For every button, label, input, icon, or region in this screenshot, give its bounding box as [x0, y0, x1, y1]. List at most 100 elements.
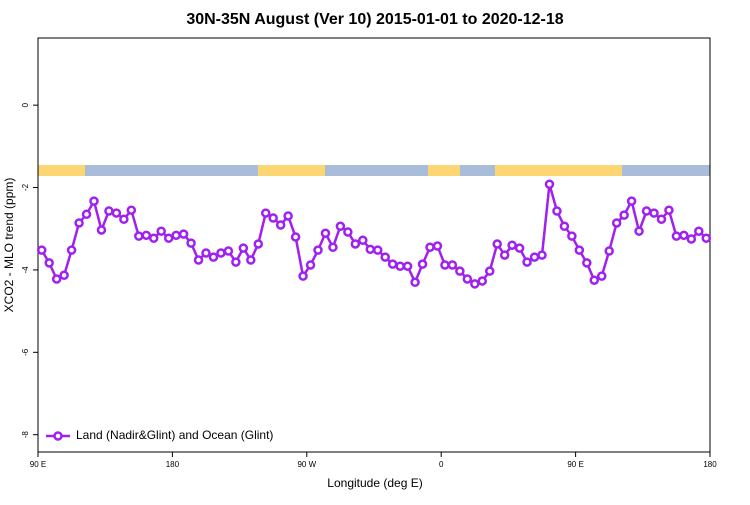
- point: [268, 213, 278, 223]
- point: [567, 231, 577, 241]
- point: [582, 258, 592, 268]
- point: [148, 233, 159, 243]
- point: [193, 255, 204, 265]
- x-tick-label: 90 E: [567, 460, 583, 469]
- point: [283, 211, 293, 221]
- point: [223, 246, 234, 256]
- point: [59, 270, 69, 281]
- point: [492, 239, 502, 249]
- y-tick-label: -4: [21, 266, 30, 274]
- y-tick-label: -6: [21, 348, 30, 356]
- x-tick-label: 180: [166, 460, 180, 469]
- point: [425, 242, 435, 253]
- x-tick-label: 90 W: [297, 460, 316, 469]
- y-axis-label: XCO2 - MLO trend (ppm): [2, 178, 16, 313]
- point: [619, 210, 629, 220]
- point: [156, 226, 166, 236]
- point: [372, 245, 383, 255]
- point: [589, 275, 600, 285]
- land-strip: [38, 165, 85, 176]
- point: [343, 227, 353, 237]
- point: [447, 260, 458, 270]
- point: [171, 230, 181, 241]
- point: [201, 248, 211, 258]
- point: [641, 206, 652, 216]
- point: [455, 266, 465, 276]
- point: [387, 259, 398, 269]
- point: [290, 232, 301, 242]
- chart-title: 30N-35N August (Ver 10) 2015-01-01 to 20…: [186, 11, 563, 28]
- point: [649, 208, 659, 218]
- x-axis-label: Longitude (deg E): [327, 476, 422, 490]
- point: [514, 243, 525, 253]
- point: [596, 271, 607, 281]
- point: [402, 261, 413, 271]
- point: [694, 226, 704, 236]
- point: [253, 239, 264, 249]
- point: [238, 243, 249, 253]
- x-tick-label: 90 E: [30, 460, 46, 469]
- point: [365, 244, 376, 255]
- point: [350, 239, 361, 249]
- point: [89, 196, 99, 206]
- point: [656, 214, 667, 225]
- legend-label: Land (Nadir&Glint) and Ocean (Glint): [76, 428, 273, 442]
- point: [186, 238, 196, 248]
- point: [320, 228, 331, 239]
- point: [66, 245, 77, 255]
- point: [298, 271, 308, 281]
- y-tick-label: 0: [21, 102, 30, 107]
- point: [81, 209, 92, 220]
- land-strip: [428, 165, 460, 176]
- point: [313, 245, 323, 255]
- point: [499, 250, 510, 260]
- point: [328, 242, 338, 253]
- point: [552, 206, 562, 216]
- point: [260, 208, 271, 218]
- point: [507, 240, 517, 250]
- point: [701, 233, 712, 243]
- point: [440, 260, 450, 270]
- point: [626, 196, 637, 206]
- point: [208, 252, 219, 262]
- point: [246, 255, 256, 265]
- point: [126, 205, 137, 215]
- point: [104, 206, 114, 216]
- point: [275, 220, 286, 230]
- point: [51, 274, 62, 284]
- point: [141, 230, 152, 241]
- point: [611, 218, 622, 228]
- point: [634, 226, 644, 236]
- point: [679, 230, 689, 241]
- point: [178, 229, 189, 239]
- x-tick-label: 0: [439, 460, 444, 469]
- point: [335, 221, 346, 232]
- point: [574, 245, 585, 255]
- x-tick-label: 180: [703, 460, 717, 469]
- y-tick-label: -8: [21, 431, 30, 439]
- point: [544, 179, 555, 189]
- point: [36, 245, 47, 255]
- land-strip: [495, 165, 622, 176]
- point: [686, 234, 697, 244]
- point: [163, 233, 174, 243]
- point: [395, 261, 405, 271]
- point: [231, 257, 241, 267]
- point: [44, 258, 54, 268]
- y-tick-label: -2: [21, 183, 30, 191]
- point: [604, 246, 614, 256]
- point: [111, 208, 122, 218]
- legend-marker: [53, 431, 63, 441]
- point: [410, 277, 420, 288]
- point: [470, 279, 480, 289]
- point: [134, 231, 144, 241]
- point: [417, 259, 428, 269]
- point: [216, 248, 226, 258]
- point: [380, 252, 390, 262]
- ocean-strip: [38, 165, 710, 176]
- plot-frame: [37, 37, 711, 453]
- point: [559, 221, 570, 232]
- point: [305, 260, 316, 270]
- point: [74, 218, 84, 228]
